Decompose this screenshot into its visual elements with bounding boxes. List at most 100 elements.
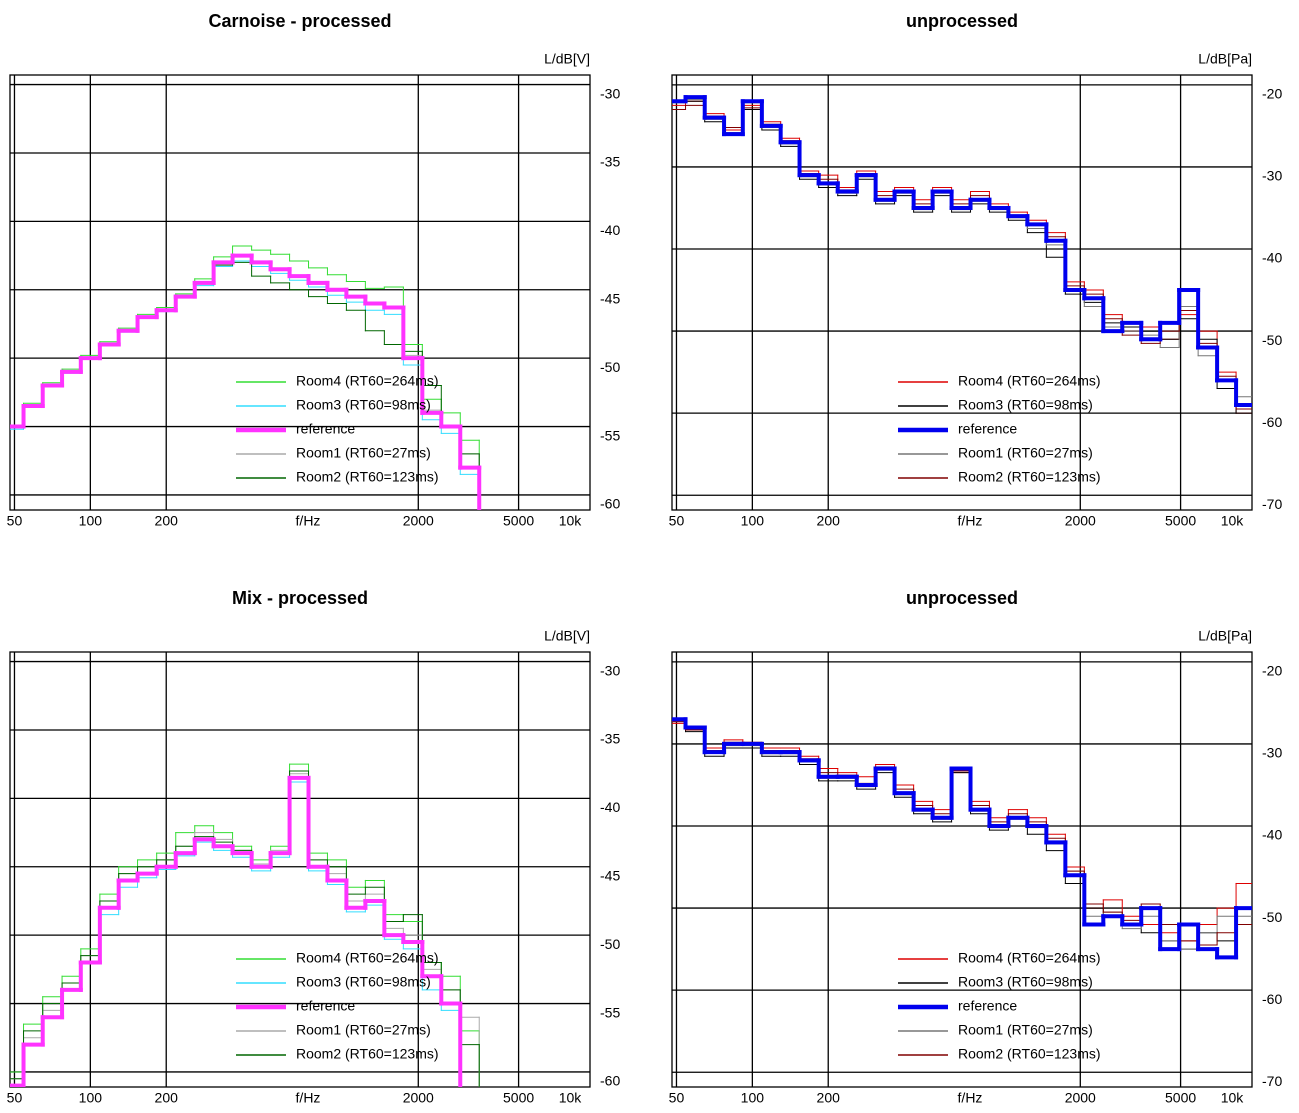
series-line [10,260,480,510]
y-tick-label: -40 [1262,250,1282,266]
y-axis-label: L/dB[V] [544,628,590,644]
chart-title: unprocessed [906,11,1018,31]
x-tick-label: 10k [559,513,583,529]
legend-label: Room2 (RT60=123ms) [958,1046,1101,1062]
y-tick-label: -35 [600,154,620,170]
legend-label: Room3 (RT60=98ms) [296,974,431,990]
y-tick-label: -20 [1262,663,1282,679]
x-tick-label: 200 [817,513,841,529]
chart-title: Carnoise - processed [208,11,391,31]
chart-panel: unprocessed L/dB[Pa] -20 -30 -40 -50 -60 -70 50 1… [669,588,1283,1106]
y-tick-label: -45 [600,867,620,883]
x-axis-label: f/Hz [958,1090,983,1106]
y-tick-label: -50 [1262,332,1282,348]
x-tick-label: 2000 [1065,513,1096,529]
series-line [672,100,1252,414]
legend-label: Room4 (RT60=264ms) [296,950,439,966]
x-tick-label: 100 [741,513,765,529]
legend-label: Room3 (RT60=98ms) [958,397,1093,413]
y-tick-label: -70 [1262,496,1282,512]
legend-label: reference [958,998,1017,1014]
x-tick-label: 10k [1221,513,1245,529]
y-tick-label: -30 [1262,745,1282,761]
legend-label: reference [296,421,355,437]
series-line [672,717,1252,960]
y-tick-label: -50 [600,359,620,375]
series-line [672,720,1252,950]
series-line [10,773,480,1087]
x-axis-label: f/Hz [296,1090,321,1106]
y-tick-label: -45 [600,290,620,306]
series-line [10,253,482,510]
legend-label: Room1 (RT60=27ms) [958,1022,1093,1038]
x-axis-label: f/Hz [958,513,983,529]
chart-title: Mix - processed [232,588,368,608]
x-tick-label: 5000 [1165,513,1196,529]
legend-label: Room3 (RT60=98ms) [958,974,1093,990]
y-axis-label: L/dB[Pa] [1198,628,1252,644]
series-line [10,256,480,510]
x-tick-label: 200 [155,513,179,529]
y-tick-label: -40 [600,799,620,815]
y-tick-label: -55 [600,427,620,443]
x-tick-label: 100 [79,513,103,529]
x-tick-label: 100 [741,1090,765,1106]
x-tick-label: 50 [7,1090,23,1106]
plot-frame [9,74,591,511]
y-tick-label: -30 [1262,168,1282,184]
series-line [672,104,1252,410]
x-tick-label: 200 [155,1090,179,1106]
y-tick-label: -50 [1262,909,1282,925]
x-tick-label: 100 [79,1090,103,1106]
plot-area [10,245,482,510]
series-line [672,99,1252,398]
y-tick-label: -60 [600,1073,620,1089]
y-tick-label: -70 [1262,1073,1282,1089]
legend-label: Room3 (RT60=98ms) [296,397,431,413]
y-tick-label: -20 [1262,86,1282,102]
x-tick-label: 5000 [503,1090,534,1106]
x-tick-label: 5000 [1165,1090,1196,1106]
y-axis-label: L/dB[Pa] [1198,51,1252,67]
plot-area [10,763,480,1087]
x-tick-label: 2000 [403,1090,434,1106]
y-tick-label: -40 [600,222,620,238]
y-tick-label: -50 [600,936,620,952]
plot-area [672,717,1252,960]
legend-label: Room2 (RT60=123ms) [296,1046,439,1062]
y-tick-label: -60 [1262,991,1282,1007]
x-tick-label: 50 [669,513,685,529]
legend-label: reference [958,421,1017,437]
legend-label: Room4 (RT60=264ms) [958,373,1101,389]
y-axis-label: L/dB[V] [544,51,590,67]
legend-label: Room1 (RT60=27ms) [296,445,431,461]
y-tick-label: -35 [600,731,620,747]
y-tick-label: -55 [600,1004,620,1020]
series-line [10,775,463,1087]
y-tick-label: -30 [600,85,620,101]
y-tick-label: -30 [600,662,620,678]
legend-label: Room1 (RT60=27ms) [958,445,1093,461]
plot-frame [671,74,1253,511]
series-line [672,100,1252,414]
plot-area [672,95,1252,414]
x-axis-label: f/Hz [296,513,321,529]
series-line [10,261,480,510]
x-tick-label: 2000 [403,513,434,529]
legend-label: Room2 (RT60=123ms) [958,469,1101,485]
legend-label: Room1 (RT60=27ms) [296,1022,431,1038]
y-tick-label: -60 [600,496,620,512]
plot-frame [9,651,591,1088]
y-tick-label: -40 [1262,827,1282,843]
legend-label: reference [296,998,355,1014]
chart-panel: Carnoise - processed L/dB[V] -30 -35 -40 -45 -… [7,11,621,529]
legend-label: Room4 (RT60=264ms) [296,373,439,389]
x-tick-label: 10k [1221,1090,1245,1106]
x-tick-label: 10k [559,1090,583,1106]
chart-panel: unprocessed L/dB[Pa] -20 -30 -40 -50 -60 -70 50 1… [669,11,1283,529]
series-line [10,781,461,1087]
chart-panel: Mix - processed L/dB[V] -30 -35 -40 -45 -50 -55… [7,588,621,1106]
x-tick-label: 200 [817,1090,841,1106]
series-line [672,721,1252,946]
